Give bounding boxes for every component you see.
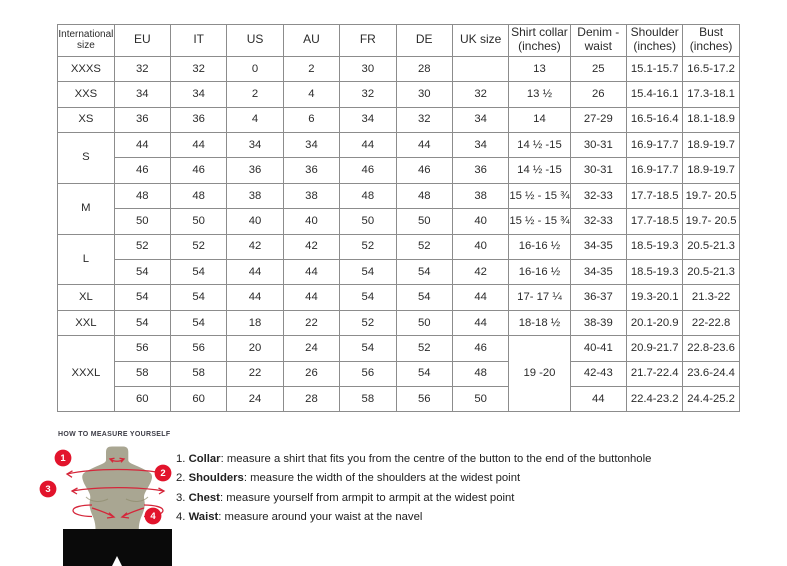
svg-text:3: 3 bbox=[45, 484, 50, 495]
svg-text:1: 1 bbox=[60, 453, 66, 464]
svg-text:2: 2 bbox=[160, 468, 165, 479]
svg-text:4: 4 bbox=[150, 511, 156, 522]
